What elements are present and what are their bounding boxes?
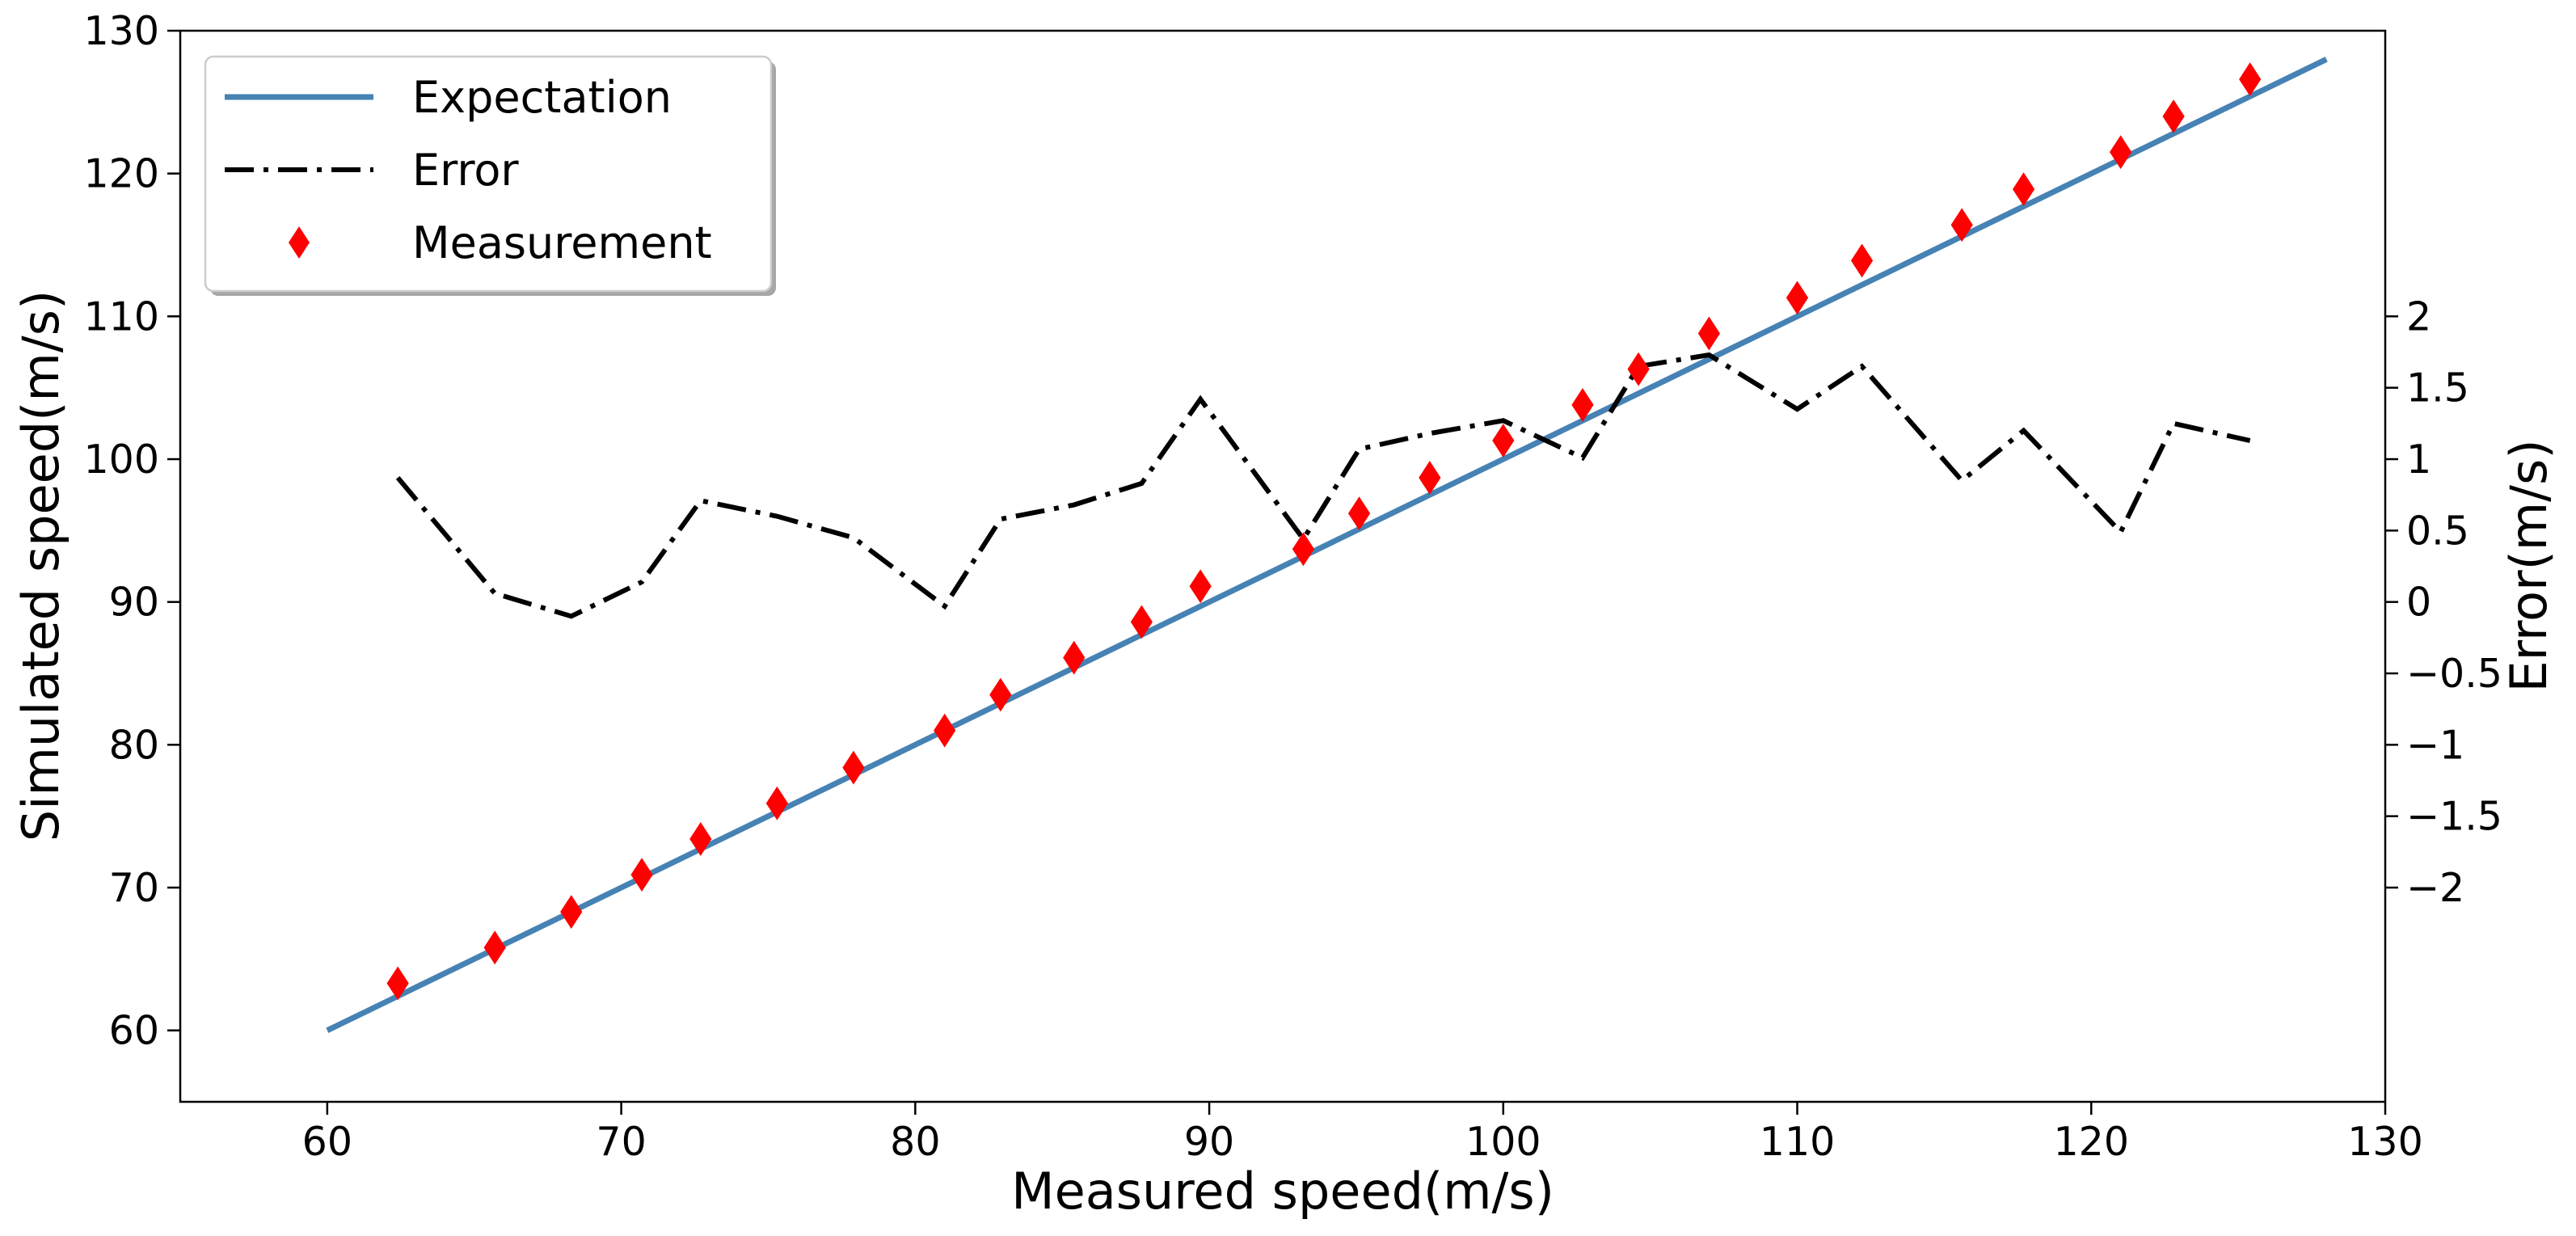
measurement-point — [1130, 605, 1153, 639]
legend-measurement-swatch — [289, 226, 310, 259]
measurement-point — [560, 895, 583, 929]
y-tick-label: 60 — [109, 1008, 159, 1054]
measurement-point — [934, 713, 956, 748]
x-axis-label: Measured speed(m/s) — [1011, 1162, 1554, 1221]
y-tick-label: 90 — [109, 580, 159, 626]
measurement-point — [1347, 496, 1371, 531]
y-tick-label: 80 — [109, 722, 159, 768]
measurement-point — [2110, 135, 2132, 170]
measurement-point — [2162, 99, 2185, 133]
y2-tick-label: 0 — [2406, 580, 2431, 626]
x-tick-label: 60 — [302, 1119, 352, 1165]
y2-tick-label: −1 — [2406, 722, 2464, 768]
measurement-point — [989, 677, 1012, 712]
legend-label: Expectation — [412, 72, 672, 123]
measurement-point — [1419, 461, 1441, 495]
x-tick-label: 120 — [2054, 1119, 2130, 1165]
legend-label: Error — [412, 145, 519, 196]
x-tick-label: 70 — [596, 1119, 646, 1165]
x-tick-label: 130 — [2347, 1119, 2423, 1165]
expectation-line — [326, 57, 2328, 1033]
measurement-point — [1850, 243, 1874, 278]
measurement-point — [1950, 208, 1973, 243]
measurement-point — [1189, 569, 1212, 604]
x-tick-label: 100 — [1465, 1119, 1541, 1165]
measurement-point — [1697, 316, 1721, 351]
y2-tick-label: 2 — [2406, 293, 2431, 340]
measurement-point — [2239, 62, 2262, 96]
measurement-point — [1571, 387, 1594, 422]
x-tick-label: 80 — [890, 1119, 940, 1165]
measurement-point — [1627, 352, 1650, 386]
measurement-point — [386, 966, 409, 1001]
measurement-point — [630, 858, 653, 892]
chart-axes: 60 70 80 90 100 110 120 13060708090100110120130… — [83, 8, 2502, 1165]
y2-tick-label: −1.5 — [2406, 794, 2502, 840]
measurement-point — [1785, 281, 1809, 315]
measurement-point — [1292, 532, 1315, 567]
chart-marks — [326, 57, 2328, 1033]
error-line — [395, 352, 2251, 619]
measurement-point — [1492, 424, 1515, 458]
y2-tick-label: 1.5 — [2406, 365, 2469, 411]
y-tick-label: 130 — [83, 8, 159, 54]
measurement-point — [689, 822, 712, 856]
y-tick-label: 110 — [83, 293, 159, 340]
measurement-point — [842, 750, 865, 785]
y-axis-label: Simulated speed(m/s) — [11, 290, 70, 842]
y-tick-label: 120 — [83, 151, 159, 197]
x-tick-label: 110 — [1760, 1119, 1836, 1165]
measurement-point — [483, 930, 506, 965]
legend-box — [204, 55, 773, 293]
y2-tick-label: 0.5 — [2406, 508, 2469, 554]
y2-tick-label: −0.5 — [2406, 651, 2502, 697]
y-tick-label: 70 — [109, 865, 159, 911]
x-tick-label: 90 — [1184, 1119, 1234, 1165]
measurement-point — [1063, 640, 1086, 675]
y2-axis-label: Error(m/s) — [2499, 439, 2558, 692]
y-tick-label: 100 — [83, 437, 159, 483]
legend-label: Measurement — [412, 217, 712, 268]
measurement-point — [765, 786, 788, 820]
measurement-point — [2013, 172, 2035, 207]
legend: Expectation Error Measurement — [204, 55, 776, 296]
y2-tick-label: −2 — [2406, 865, 2464, 911]
y2-tick-label: 1 — [2406, 437, 2431, 483]
